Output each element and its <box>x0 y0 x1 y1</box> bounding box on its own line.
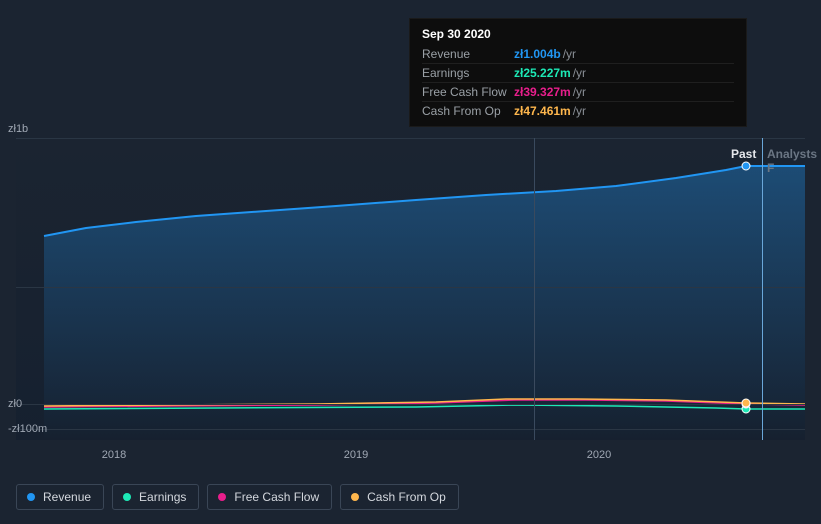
legend-item[interactable]: Cash From Op <box>340 484 459 510</box>
gridline <box>16 287 805 288</box>
tooltip-row: Cash From Opzł47.461m /yr <box>422 101 734 120</box>
legend-label: Cash From Op <box>367 490 446 504</box>
tooltip-unit: /yr <box>573 65 586 82</box>
legend-swatch <box>27 493 35 501</box>
legend-swatch <box>123 493 131 501</box>
legend-label: Revenue <box>43 490 91 504</box>
tooltip-value: zł1.004b <box>514 46 561 63</box>
vertical-marker-line <box>534 138 535 440</box>
legend-swatch <box>351 493 359 501</box>
legend-label: Earnings <box>139 490 186 504</box>
gridline <box>16 138 805 139</box>
analysts-forecast-label: Analysts F <box>767 147 821 175</box>
tooltip-value: zł25.227m <box>514 65 571 82</box>
legend-swatch <box>218 493 226 501</box>
legend-item[interactable]: Earnings <box>112 484 199 510</box>
series-marker-revenue <box>742 162 751 171</box>
tooltip-unit: /yr <box>563 46 576 63</box>
tooltip-key: Free Cash Flow <box>422 84 514 101</box>
y-axis-label: zł0 <box>8 398 22 410</box>
tooltip-row: Revenuezł1.004b /yr <box>422 45 734 63</box>
legend-item[interactable]: Free Cash Flow <box>207 484 332 510</box>
vertical-marker-line <box>762 138 763 440</box>
gridline <box>16 429 805 430</box>
past-label: Past <box>731 147 756 161</box>
chart-tooltip: Sep 30 2020 Revenuezł1.004b /yrEarningsz… <box>409 18 747 127</box>
x-axis-label: 2018 <box>102 449 126 461</box>
tooltip-unit: /yr <box>573 103 586 120</box>
x-axis-label: 2020 <box>587 449 611 461</box>
tooltip-key: Revenue <box>422 46 514 63</box>
tooltip-date: Sep 30 2020 <box>422 27 734 41</box>
gridline <box>16 404 805 405</box>
y-axis-label: -zł100m <box>8 423 47 435</box>
legend-item[interactable]: Revenue <box>16 484 104 510</box>
tooltip-row: Free Cash Flowzł39.327m /yr <box>422 82 734 101</box>
x-axis-label: 2019 <box>344 449 368 461</box>
tooltip-key: Earnings <box>422 65 514 82</box>
legend-label: Free Cash Flow <box>234 490 319 504</box>
chart-legend: Revenue Earnings Free Cash Flow Cash From O… <box>16 484 459 510</box>
tooltip-value: zł47.461m <box>514 103 571 120</box>
y-axis-label: zł1b <box>8 123 28 135</box>
tooltip-value: zł39.327m <box>514 84 571 101</box>
series-marker-cash_from_op <box>742 399 751 408</box>
tooltip-row: Earningszł25.227m /yr <box>422 63 734 82</box>
tooltip-unit: /yr <box>573 84 586 101</box>
tooltip-key: Cash From Op <box>422 103 514 120</box>
chart-svg <box>16 138 805 440</box>
